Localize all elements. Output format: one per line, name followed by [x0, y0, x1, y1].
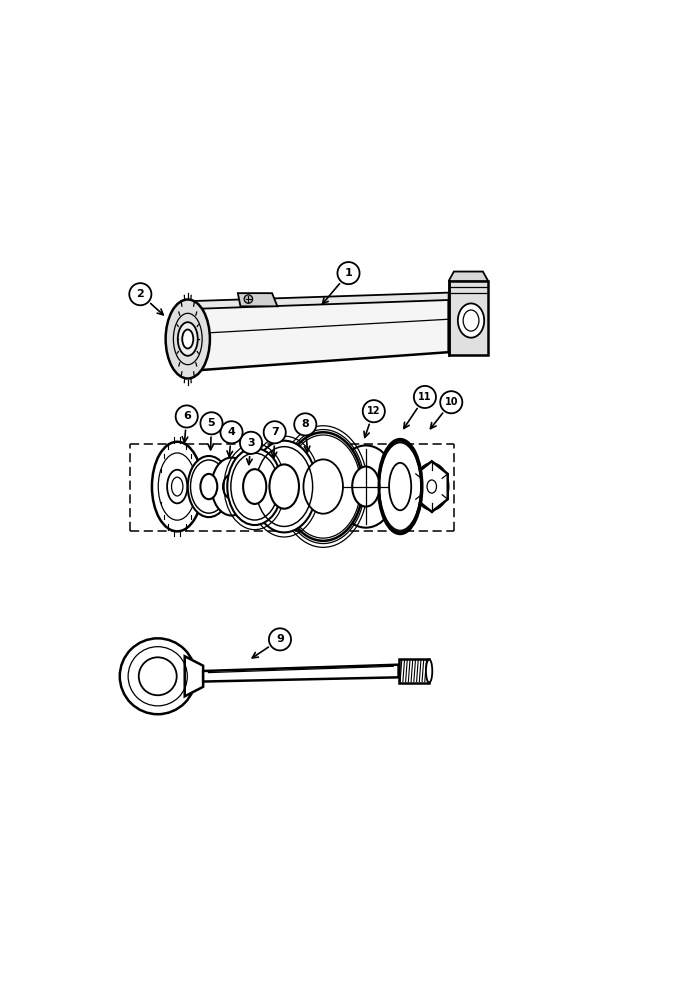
Ellipse shape: [167, 470, 188, 503]
Text: 5: 5: [207, 418, 216, 428]
Polygon shape: [238, 293, 277, 306]
Circle shape: [294, 413, 316, 435]
Ellipse shape: [223, 474, 240, 499]
Text: 2: 2: [137, 289, 144, 299]
Text: 8: 8: [301, 419, 309, 429]
Ellipse shape: [389, 463, 411, 510]
Ellipse shape: [171, 477, 183, 496]
Ellipse shape: [177, 322, 198, 356]
Text: 1: 1: [345, 268, 352, 278]
Polygon shape: [449, 281, 488, 355]
Circle shape: [264, 421, 286, 443]
Text: 11: 11: [418, 392, 432, 402]
Ellipse shape: [352, 467, 379, 507]
Ellipse shape: [335, 445, 396, 528]
Circle shape: [362, 400, 385, 422]
Ellipse shape: [166, 299, 210, 379]
Circle shape: [175, 405, 198, 428]
Circle shape: [120, 638, 196, 714]
Ellipse shape: [252, 441, 317, 532]
Polygon shape: [449, 272, 488, 281]
Circle shape: [201, 412, 222, 434]
Polygon shape: [398, 659, 429, 683]
Polygon shape: [193, 297, 449, 371]
Ellipse shape: [188, 456, 230, 517]
Ellipse shape: [182, 330, 193, 348]
Ellipse shape: [152, 442, 203, 531]
Circle shape: [269, 628, 291, 650]
Circle shape: [440, 391, 462, 413]
Circle shape: [139, 657, 177, 695]
Text: 3: 3: [248, 438, 255, 448]
Text: 12: 12: [367, 406, 381, 416]
Text: 10: 10: [445, 397, 458, 407]
Circle shape: [240, 432, 262, 454]
Circle shape: [244, 295, 252, 303]
Ellipse shape: [427, 480, 437, 493]
Ellipse shape: [227, 448, 282, 525]
Ellipse shape: [303, 459, 343, 514]
Polygon shape: [185, 656, 203, 696]
Circle shape: [129, 283, 152, 305]
Text: 4: 4: [228, 427, 235, 437]
Ellipse shape: [201, 474, 218, 499]
Ellipse shape: [378, 439, 422, 534]
Circle shape: [337, 262, 360, 284]
Ellipse shape: [426, 659, 432, 683]
Polygon shape: [203, 665, 398, 682]
Polygon shape: [193, 293, 449, 309]
Text: 7: 7: [271, 427, 279, 437]
Circle shape: [220, 421, 243, 443]
Ellipse shape: [211, 458, 252, 516]
Circle shape: [414, 386, 436, 408]
Ellipse shape: [458, 303, 484, 338]
Ellipse shape: [269, 464, 299, 509]
Polygon shape: [415, 461, 447, 512]
Text: 9: 9: [276, 634, 284, 644]
Text: 6: 6: [183, 411, 190, 421]
Ellipse shape: [243, 469, 267, 504]
Ellipse shape: [284, 432, 362, 541]
